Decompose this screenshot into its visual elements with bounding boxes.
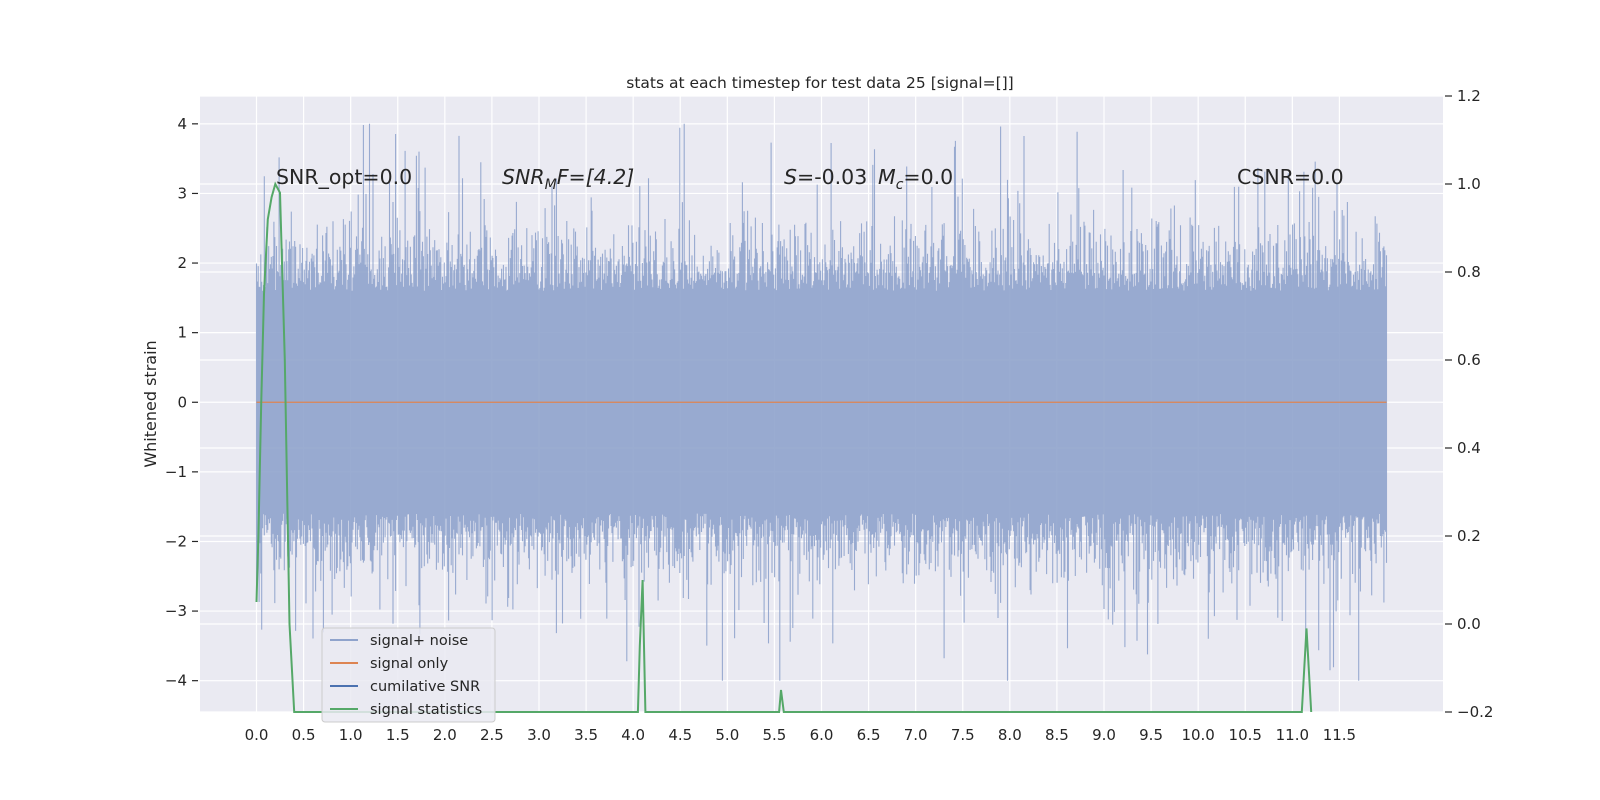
annotation-s: S=-0.03 (784, 165, 867, 189)
x-tick-label: 7.5 (951, 726, 975, 744)
y-tick-label: −3 (165, 602, 187, 620)
annotation-snr-mf-main: SNR (502, 165, 545, 189)
y-tick-label: 2 (177, 254, 187, 272)
annotation-s-value: =-0.03 (797, 165, 867, 189)
signal-noise-series (255, 123, 1388, 681)
annotation-csnr: CSNR=0.0 (1237, 165, 1344, 189)
x-tick-label: 10.5 (1229, 726, 1262, 744)
y-tick-label: 4 (177, 115, 187, 133)
legend-label-signal-statistics: signal statistics (370, 702, 482, 718)
y2-axis-ticks: 1.2 1.0 0.8 0.6 0.4 0.2 0.0 −0.2 (1445, 87, 1493, 721)
y2-tick-label: 1.2 (1457, 87, 1481, 105)
annotation-snr-mf: SNRMF=[4.2] (502, 165, 634, 193)
annotation-mc: Mc=0.0 (878, 165, 953, 193)
x-tick-label: 4.5 (668, 726, 692, 744)
x-tick-label: 8.5 (1045, 726, 1069, 744)
x-tick-label: 3.5 (574, 726, 598, 744)
x-tick-label: 0.0 (245, 726, 269, 744)
y-tick-label: −2 (165, 532, 187, 550)
x-tick-label: 2.0 (433, 726, 457, 744)
x-tick-label: 8.0 (998, 726, 1022, 744)
legend: signal+ noise signal only cumilative SNR… (321, 627, 496, 723)
y-axis-label: Whitened strain (141, 340, 160, 467)
legend-label-signal-only: signal only (370, 656, 449, 672)
y2-tick-label: 0.8 (1457, 263, 1481, 281)
annotation-snr-mf-rest: F=[4.2] (557, 165, 635, 189)
annotation-mc-sub: c (896, 177, 904, 193)
y2-tick-label: 1.0 (1457, 175, 1481, 193)
y2-tick-label: 0.4 (1457, 439, 1481, 457)
x-tick-label: 1.0 (339, 726, 363, 744)
signal-noise-trace (255, 123, 1388, 681)
y2-tick-label: 0.2 (1457, 527, 1481, 545)
y2-tick-label: 0.6 (1457, 351, 1481, 369)
y-tick-label: −4 (165, 672, 187, 690)
y-tick-label: 3 (177, 184, 187, 202)
annotation-mc-value: =0.0 (903, 165, 953, 189)
x-tick-label: 10.0 (1181, 726, 1214, 744)
legend-label-cumulative-snr: cumilative SNR (370, 679, 480, 695)
x-tick-label: 7.0 (904, 726, 928, 744)
x-axis-ticks: 0.0 0.5 1.0 1.5 2.0 2.5 3.0 3.5 4.0 4.5 5.0 5.5 6.0 6… (245, 726, 1357, 744)
x-tick-label: 9.0 (1092, 726, 1116, 744)
x-tick-label: 2.5 (480, 726, 504, 744)
x-tick-label: 4.0 (621, 726, 645, 744)
chart-title: stats at each timestep for test data 25 … (626, 74, 1013, 92)
x-tick-label: 11.0 (1276, 726, 1309, 744)
y2-tick-label: −0.2 (1457, 703, 1493, 721)
legend-box (321, 627, 496, 723)
x-tick-label: 5.5 (762, 726, 786, 744)
x-tick-label: 11.5 (1323, 726, 1356, 744)
annotation-snr-opt: SNR_opt=0.0 (276, 165, 412, 190)
annotation-mc-main: M (878, 165, 896, 189)
signal-statistics-line (255, 181, 1313, 713)
x-tick-label: 3.0 (527, 726, 551, 744)
x-tick-label: 5.0 (715, 726, 739, 744)
y-axis-ticks: 4 3 2 1 0 −1 −2 −3 −4 (165, 115, 198, 690)
x-tick-label: 0.5 (292, 726, 316, 744)
y-tick-label: 0 (177, 393, 187, 411)
y-tick-label: −1 (165, 463, 187, 481)
annotation-s-main: S (784, 165, 797, 189)
x-tick-label: 9.5 (1139, 726, 1163, 744)
x-tick-label: 6.0 (810, 726, 834, 744)
x-tick-label: 6.5 (857, 726, 881, 744)
x-tick-label: 1.5 (386, 726, 410, 744)
y-tick-label: 1 (177, 324, 187, 342)
annotation-snr-mf-sub: M (545, 177, 557, 193)
legend-label-signal-noise: signal+ noise (370, 633, 468, 649)
y2-tick-label: 0.0 (1457, 615, 1481, 633)
